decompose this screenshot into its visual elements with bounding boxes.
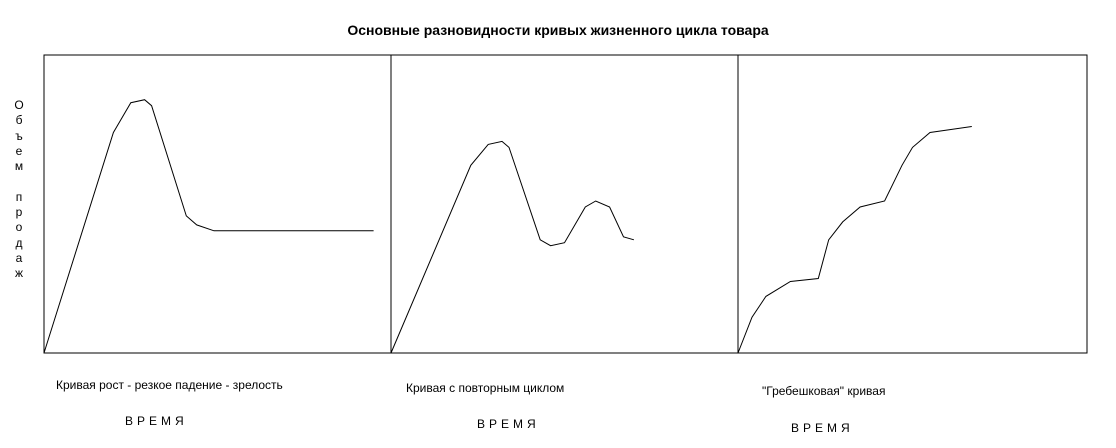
caption-curve-1: Кривая рост - резкое падение - зрелость — [56, 378, 283, 392]
caption-curve-3: "Гребешковая" кривая — [762, 384, 886, 398]
caption-curve-2: Кривая с повторным циклом — [406, 381, 565, 395]
curve-line-2 — [390, 140, 635, 354]
chart-title: Основные разновидности кривых жизненного… — [347, 22, 769, 38]
x-axis-label-3: ВРЕМЯ — [791, 421, 854, 435]
x-axis-label-2: ВРЕМЯ — [477, 417, 540, 431]
panel-frame-2 — [390, 54, 739, 354]
y-axis-label: О б ъ е м п р о д а ж — [14, 98, 24, 281]
panel-frame-1 — [43, 54, 392, 354]
curve-line-3 — [737, 126, 972, 354]
x-axis-label-1: ВРЕМЯ — [125, 414, 188, 428]
panel-frame-3 — [737, 54, 1088, 354]
curve-line-1 — [43, 99, 374, 354]
